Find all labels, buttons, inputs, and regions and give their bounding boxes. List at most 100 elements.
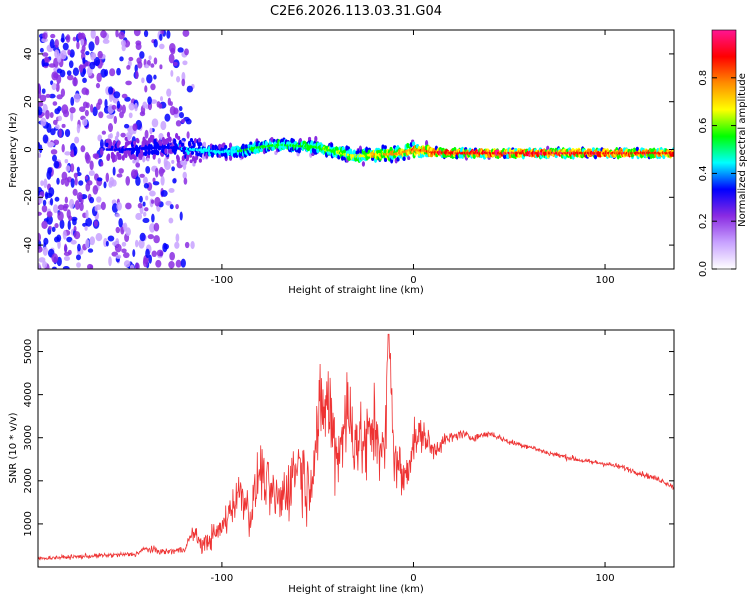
spectrogram-noise-cell	[98, 111, 104, 119]
spectrogram-noise-cell	[73, 93, 81, 103]
spectrogram-noise-cell	[76, 41, 80, 50]
spectrogram-noise-cell	[134, 64, 138, 73]
spectrogram-noise-cell	[186, 85, 193, 93]
spectrogram-noise-cell	[135, 176, 141, 187]
spectrogram-noise-cell	[38, 262, 41, 269]
spectrogram-noise-cell	[76, 254, 81, 261]
spectrogram-noise-cell	[128, 56, 134, 62]
spectrogram-noise-cell	[160, 189, 168, 197]
spectrogram-noise-cell	[76, 192, 83, 201]
spectrogram-noise-cell	[113, 91, 121, 99]
colorbar-tick-label: 0.0	[698, 261, 709, 277]
spectrogram-noise-cell	[169, 105, 176, 116]
spectrogram-noise-cell	[96, 196, 102, 203]
spectrogram-noise-cell	[58, 128, 62, 138]
spectrogram-noise-cell	[55, 82, 60, 93]
spectrogram-noise-cell	[42, 199, 47, 206]
spectrogram-x-ticks: -100 0 100	[211, 30, 615, 286]
spectrogram-noise-cell	[144, 207, 149, 212]
spectrogram-cell	[166, 131, 171, 138]
spectrogram-noise-cell	[118, 168, 124, 174]
spectrogram-noise-cell	[41, 205, 48, 213]
spectrogram-noise-cell	[159, 64, 163, 70]
spectrogram-noise-cell	[38, 211, 42, 216]
snr-y-tick-label: 3000	[23, 425, 34, 450]
spectrogram-noise-cell	[97, 50, 103, 59]
spectrogram-noise-cell	[38, 245, 43, 253]
spectrogram-noise-cell	[150, 63, 155, 68]
spectrogram-noise-cell	[38, 152, 42, 158]
spectrogram-noise-cell	[93, 220, 98, 227]
spectrogram-noise-cell	[70, 163, 75, 173]
spectrogram-cell	[229, 155, 233, 161]
spectrogram-cell	[181, 161, 185, 166]
spectrogram-noise-cell	[148, 55, 152, 61]
spectrogram-noise-cell	[106, 114, 114, 119]
spectrogram-noise-cell	[77, 243, 81, 252]
spectrogram-cell	[185, 157, 189, 162]
spectrogram-noise-cell	[96, 72, 102, 83]
spectrogram-noise-cell	[53, 160, 60, 169]
spectrogram-noise-cell	[115, 30, 119, 38]
spectrogram-noise-cell	[79, 202, 84, 212]
spectrogram-noise-cell	[159, 43, 165, 50]
spectrogram-noise-cell	[109, 94, 113, 103]
spectrogram-cell	[381, 144, 385, 150]
spectrogram-noise-cell	[128, 112, 133, 119]
spectrogram-cell	[189, 159, 193, 164]
spectrogram-noise-cell	[142, 101, 148, 109]
spectrogram-noise-cell	[159, 33, 163, 41]
spectrogram-cell	[136, 138, 140, 144]
spectrogram-noise-cell	[41, 37, 48, 43]
spectrogram-noise-cell	[42, 134, 49, 144]
spectrogram-noise-cell	[54, 223, 59, 229]
spectrogram-noise-cell	[116, 67, 121, 76]
spectrogram-noise-cell	[41, 220, 48, 229]
spectrogram-cell	[214, 144, 218, 151]
spectrogram-noise-cell	[125, 202, 132, 210]
spectrogram-noise-cell	[105, 172, 110, 183]
spectrogram-noise-cell	[69, 106, 76, 114]
spectrogram-noise-cell	[49, 142, 55, 147]
spectrogram-cell	[307, 136, 312, 142]
spectrogram-x-tick-label: 0	[410, 275, 416, 286]
spectrogram-noise-cell	[149, 223, 156, 233]
spectrogram-noise-cell	[62, 109, 70, 118]
spectrogram-noise-cell	[172, 61, 178, 66]
spectrogram-noise-cell	[179, 112, 184, 119]
spectrogram-noise-cell	[70, 239, 77, 245]
spectrogram-noise-cell	[153, 57, 158, 65]
spectrogram-cell	[164, 148, 168, 155]
spectrogram-noise-cell	[68, 60, 74, 69]
spectrogram-noise-cell	[120, 132, 126, 138]
spectrogram-noise-cell	[135, 40, 142, 46]
spectrogram-cell	[224, 144, 228, 149]
spectrogram-noise-cell	[139, 51, 145, 59]
spectrogram-noise-cell	[40, 117, 47, 127]
spectrogram-noise-cell	[153, 235, 160, 244]
spectrogram-noise-cell	[82, 101, 88, 109]
spectrogram-noise-cell	[73, 172, 78, 179]
spectrogram-noise-cell	[119, 111, 124, 119]
spectrogram-noise-cell	[87, 248, 94, 253]
spectrogram-noise-cell	[54, 38, 59, 49]
spectrogram-noise-cell	[160, 175, 165, 186]
spectrogram-noise-cell	[168, 261, 175, 269]
spectrogram-noise-cell	[88, 41, 95, 52]
spectrogram-noise-cell	[135, 212, 143, 221]
spectrogram-noise-cell	[107, 123, 114, 133]
spectrogram-noise-cell	[142, 257, 149, 268]
spectrogram-noise-cell	[168, 53, 175, 64]
spectrogram-cell	[168, 136, 172, 143]
spectrogram-noise-cell	[80, 145, 86, 153]
spectrogram-noise-cell	[44, 57, 50, 63]
spectrogram-noise-cell	[121, 93, 128, 99]
spectrogram-noise-cell	[175, 203, 179, 210]
spectrogram-noise-cell	[74, 177, 78, 186]
spectrogram-noise-cell	[64, 151, 71, 156]
spectrogram-cell	[352, 150, 356, 155]
spectrogram-noise-cell	[88, 170, 95, 177]
spectrogram-noise-cell	[76, 166, 80, 173]
spectrogram-noise-cell	[150, 99, 158, 104]
spectrogram-noise-cell	[142, 201, 146, 207]
